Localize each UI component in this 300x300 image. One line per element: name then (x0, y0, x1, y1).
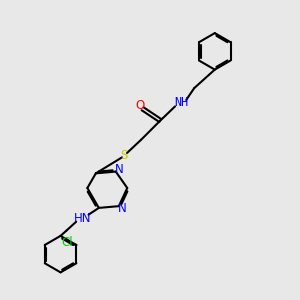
Text: O: O (136, 99, 145, 112)
Text: N: N (115, 163, 124, 176)
Text: S: S (120, 149, 127, 162)
Text: NH: NH (174, 96, 188, 110)
Text: HN: HN (74, 212, 92, 225)
Text: N: N (118, 202, 127, 215)
Text: Cl: Cl (61, 236, 73, 249)
